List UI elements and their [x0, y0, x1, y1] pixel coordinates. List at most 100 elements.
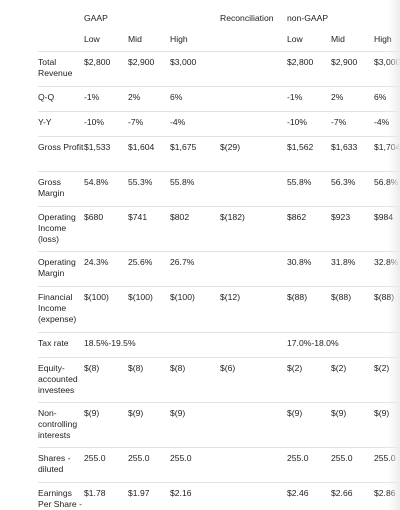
- gaap-high-value: $1,675: [170, 136, 220, 172]
- gaap-low-value: $(9): [84, 402, 128, 448]
- gaap-mid-header: Mid: [128, 34, 170, 52]
- reconciliation-value: $(29): [220, 136, 287, 172]
- non-gaap-low-value: -10%: [287, 111, 331, 137]
- row-label: Y-Y: [38, 111, 84, 137]
- row-label: Q-Q: [38, 86, 84, 112]
- non-gaap-low-value: $(88): [287, 286, 331, 333]
- table-row-tax-rate: Tax rate 18.5%-19.5% 17.0%-18.0%: [38, 332, 400, 358]
- non-gaap-low-value: $(9): [287, 402, 331, 448]
- guidance-table: GAAP Reconciliation non-GAAP Low Mid Hig…: [38, 0, 400, 510]
- reconciliation-value: [220, 482, 287, 510]
- row-label: Non-controlling interests: [38, 402, 84, 448]
- gaap-high-value: $(9): [170, 402, 220, 448]
- gaap-high-value: -4%: [170, 111, 220, 137]
- non-gaap-mid-value: $(9): [331, 402, 374, 448]
- non-gaap-low-value: -1%: [287, 86, 331, 112]
- reconciliation-value: [220, 402, 287, 448]
- column-group-header-row: GAAP Reconciliation non-GAAP: [38, 0, 400, 34]
- non-gaap-mid-value: $1,633: [331, 136, 374, 172]
- column-subheader-row: Low Mid High Low Mid High: [38, 34, 400, 52]
- non-gaap-tax-rate-range: 17.0%-18.0%: [287, 332, 400, 358]
- non-gaap-mid-value: $(88): [331, 286, 374, 333]
- reconciliation-value: [220, 171, 287, 207]
- table-row-eps-diluted: Earnings Per Share - diluted $1.78 $1.97…: [38, 482, 400, 510]
- row-label: Financial Income (expense): [38, 286, 84, 333]
- row-label: Equity-accounted investees: [38, 357, 84, 403]
- row-label: Earnings Per Share - diluted: [38, 482, 84, 510]
- row-label: Tax rate: [38, 332, 84, 358]
- gaap-group-header: GAAP: [84, 13, 108, 23]
- gaap-low-header: Low: [84, 34, 128, 52]
- gaap-low-value: 255.0: [84, 447, 128, 483]
- reconciliation-value: [220, 86, 287, 112]
- gaap-low-value: $(8): [84, 357, 128, 403]
- non-gaap-low-value: $2.46: [287, 482, 331, 510]
- gaap-low-value: 54.8%: [84, 171, 128, 207]
- gaap-mid-value: $(8): [128, 357, 170, 403]
- gaap-mid-value: 2%: [128, 86, 170, 112]
- row-label: Total Revenue: [38, 51, 84, 87]
- gaap-high-value: $(8): [170, 357, 220, 403]
- gaap-high-value: $2.16: [170, 482, 220, 510]
- gaap-low-value: -10%: [84, 111, 128, 137]
- table-row-q-q: Q-Q -1% 2% 6% -1% 2% 6%: [38, 86, 400, 112]
- non-gaap-low-value: 55.8%: [287, 171, 331, 207]
- gaap-high-value: $802: [170, 206, 220, 252]
- reconciliation-value: $(6): [220, 357, 287, 403]
- non-gaap-mid-value: 255.0: [331, 447, 374, 483]
- reconciliation-value: $(12): [220, 286, 287, 333]
- non-gaap-mid-value: $2.66: [331, 482, 374, 510]
- gaap-tax-rate-range: 18.5%-19.5%: [84, 332, 287, 358]
- gaap-high-value: $3,000: [170, 51, 220, 87]
- gaap-high-header: High: [170, 34, 220, 52]
- row-label: Operating Margin: [38, 251, 84, 287]
- table-row-gross-margin: Gross Margin 54.8% 55.3% 55.8% 55.8% 56.…: [38, 171, 400, 207]
- gaap-low-value: $680: [84, 206, 128, 252]
- non-gaap-group-header: non-GAAP: [287, 13, 329, 23]
- gaap-low-value: 24.3%: [84, 251, 128, 287]
- table-row-total-revenue: Total Revenue $2,800 $2,900 $3,000 $2,80…: [38, 51, 400, 87]
- non-gaap-mid-value: 31.8%: [331, 251, 374, 287]
- reconciliation-value: [220, 447, 287, 483]
- table-row-financial-income: Financial Income (expense) $(100) $(100)…: [38, 286, 400, 333]
- non-gaap-mid-value: $2,900: [331, 51, 374, 87]
- row-label: Shares - diluted: [38, 447, 84, 483]
- non-gaap-mid-value: -7%: [331, 111, 374, 137]
- reconciliation-value: [220, 111, 287, 137]
- non-gaap-low-header: Low: [287, 34, 331, 52]
- gaap-mid-value: $1,604: [128, 136, 170, 172]
- table-row-operating-income: Operating Income (loss) $680 $741 $802 $…: [38, 206, 400, 252]
- page-edge-shadow: [388, 0, 400, 510]
- row-label: Gross Margin: [38, 171, 84, 207]
- row-label: Operating Income (loss): [38, 206, 84, 252]
- table-row-non-controlling-interests: Non-controlling interests $(9) $(9) $(9)…: [38, 402, 400, 448]
- non-gaap-mid-value: $(2): [331, 357, 374, 403]
- gaap-high-value: $(100): [170, 286, 220, 333]
- reconciliation-value: [220, 51, 287, 87]
- gaap-mid-value: $(100): [128, 286, 170, 333]
- gaap-low-value: -1%: [84, 86, 128, 112]
- non-gaap-low-value: $1,562: [287, 136, 331, 172]
- gaap-mid-value: -7%: [128, 111, 170, 137]
- gaap-mid-value: 255.0: [128, 447, 170, 483]
- reconciliation-header: Reconciliation: [220, 13, 274, 23]
- table-row-operating-margin: Operating Margin 24.3% 25.6% 26.7% 30.8%…: [38, 251, 400, 287]
- gaap-low-value: $(100): [84, 286, 128, 333]
- gaap-high-value: 6%: [170, 86, 220, 112]
- non-gaap-low-value: 30.8%: [287, 251, 331, 287]
- row-label: Gross Profit: [38, 136, 84, 172]
- non-gaap-low-value: $862: [287, 206, 331, 252]
- table-row-gross-profit: Gross Profit $1,533 $1,604 $1,675 $(29) …: [38, 136, 400, 172]
- non-gaap-mid-value: 2%: [331, 86, 374, 112]
- gaap-low-value: $2,800: [84, 51, 128, 87]
- gaap-mid-value: $2,900: [128, 51, 170, 87]
- table-row-shares-diluted: Shares - diluted 255.0 255.0 255.0 255.0…: [38, 447, 400, 483]
- gaap-high-value: 26.7%: [170, 251, 220, 287]
- gaap-mid-value: 55.3%: [128, 171, 170, 207]
- non-gaap-low-value: 255.0: [287, 447, 331, 483]
- empty-header-cell: [38, 0, 84, 34]
- table-row-y-y: Y-Y -10% -7% -4% -10% -7% -4%: [38, 111, 400, 137]
- gaap-high-value: 55.8%: [170, 171, 220, 207]
- non-gaap-mid-header: Mid: [331, 34, 374, 52]
